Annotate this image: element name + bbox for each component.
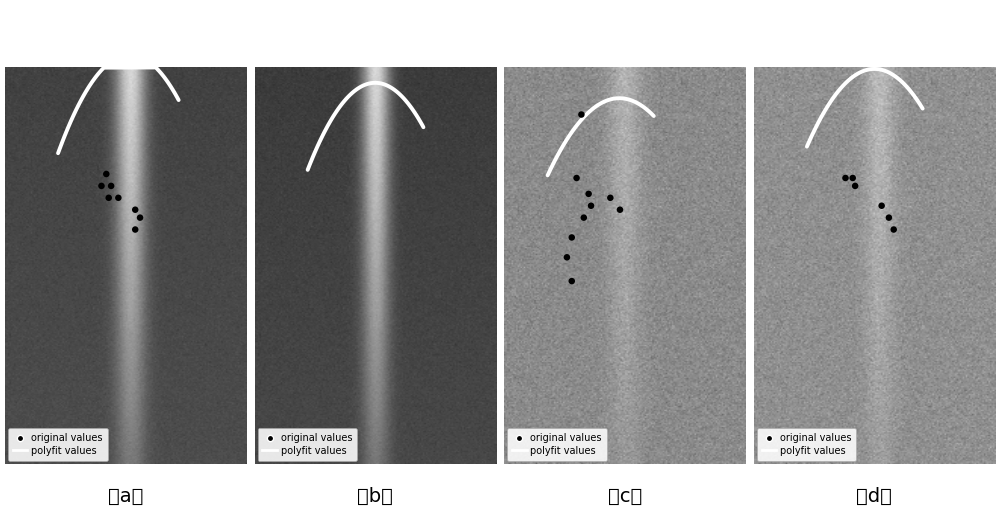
Point: [576, 214, 592, 222]
Legend: original values, polyfit values: original values, polyfit values: [757, 428, 856, 460]
Point: [612, 205, 628, 214]
Point: [132, 214, 148, 222]
Point: [127, 205, 143, 214]
Point: [874, 202, 890, 210]
Legend: original values, polyfit values: original values, polyfit values: [8, 428, 108, 460]
Point: [602, 194, 618, 202]
Point: [564, 233, 580, 242]
Point: [559, 253, 575, 262]
Point: [573, 110, 589, 118]
Point: [581, 190, 597, 198]
Point: [93, 182, 109, 190]
Point: [564, 277, 580, 285]
Point: [881, 214, 897, 222]
Point: [103, 182, 119, 190]
Point: [101, 194, 117, 202]
Point: [886, 226, 902, 234]
Legend: original values, polyfit values: original values, polyfit values: [258, 428, 357, 460]
Point: [583, 202, 599, 210]
Point: [110, 194, 126, 202]
Legend: original values, polyfit values: original values, polyfit values: [507, 428, 607, 460]
Point: [847, 182, 863, 190]
Text: （a）: （a）: [108, 487, 143, 506]
Point: [845, 174, 861, 182]
Point: [837, 174, 853, 182]
Point: [127, 226, 143, 234]
Text: （b）: （b）: [357, 487, 393, 506]
Point: [98, 170, 114, 178]
Text: （c）: （c）: [608, 487, 642, 506]
Point: [569, 174, 585, 182]
Text: （d）: （d）: [856, 487, 892, 506]
